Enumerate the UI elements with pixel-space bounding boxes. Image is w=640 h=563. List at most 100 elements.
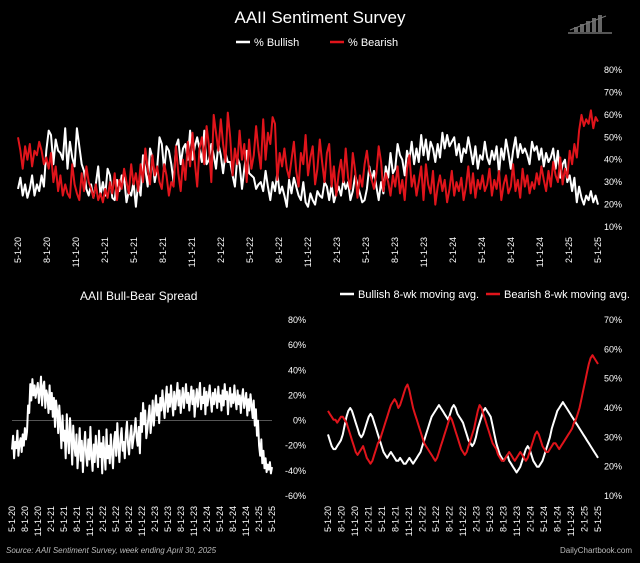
x-tick-label: 5-1-20 (323, 506, 333, 532)
x-tick-label: 5-1-25 (593, 237, 603, 263)
y-tick-label: 10% (604, 491, 622, 501)
x-tick-label: 8-1-22 (124, 506, 134, 532)
y-tick-label: 80% (288, 315, 306, 325)
x-tick-label: 2-1-21 (364, 506, 374, 532)
y-tick-label: 20% (604, 462, 622, 472)
y-tick-label: 30% (604, 177, 622, 187)
y-tick-label: 20% (604, 200, 622, 210)
x-tick-label: 8-1-24 (553, 506, 563, 532)
x-tick-label: 2-1-25 (254, 506, 264, 532)
x-tick-label: 11-1-23 (512, 506, 522, 536)
chart-title: AAII Sentiment Survey (234, 8, 406, 27)
x-tick-label: 8-1-22 (274, 237, 284, 263)
x-tick-label: 8-1-23 (176, 506, 186, 532)
legend-label: % Bullish (254, 37, 299, 49)
x-tick-label: 11-1-21 (85, 506, 95, 536)
x-tick-label: 5-1-22 (431, 506, 441, 532)
y-tick-label: 70% (604, 87, 622, 97)
x-tick-label: 8-1-23 (499, 506, 509, 532)
x-tick-label: 5-1-22 (111, 506, 121, 532)
y-tick-label: 60% (288, 340, 306, 350)
x-tick-label: 2-1-24 (448, 237, 458, 263)
x-tick-label: 5-1-20 (13, 237, 23, 263)
x-tick-label: 8-1-21 (391, 506, 401, 532)
series-line-bullish (17, 127, 599, 208)
x-tick-label: 2-1-25 (564, 237, 574, 263)
x-tick-label: 5-1-23 (163, 506, 173, 532)
y-tick-label: 60% (604, 110, 622, 120)
y-tick-label: -60% (285, 491, 306, 501)
x-tick-label: 11-1-24 (566, 506, 576, 536)
x-tick-label: 2-1-24 (526, 506, 536, 532)
x-tick-label: 11-1-20 (33, 506, 43, 536)
x-tick-label: 5-1-24 (477, 237, 487, 263)
x-tick-label: 2-1-21 (46, 506, 56, 532)
x-tick-label: 8-1-20 (337, 506, 347, 532)
x-tick-label: 11-1-22 (303, 237, 313, 267)
y-tick-label: 40% (288, 365, 306, 375)
x-tick-label: 2-1-22 (418, 506, 428, 532)
x-tick-label: 11-1-22 (458, 506, 468, 536)
x-tick-label: 8-1-24 (228, 506, 238, 532)
x-tick-label: 11-1-21 (187, 237, 197, 267)
x-tick-label: 5-1-21 (129, 237, 139, 263)
x-tick-label: 11-1-23 (419, 237, 429, 267)
x-tick-label: 8-1-23 (390, 237, 400, 263)
series-line-bullish (11, 375, 273, 475)
y-tick-label: -40% (285, 466, 306, 476)
x-tick-label: 11-1-24 (241, 506, 251, 536)
y-tick-label: 30% (604, 432, 622, 442)
x-tick-label: 8-1-20 (20, 506, 30, 532)
legend-label: Bullish 8-wk moving avg. (358, 289, 479, 301)
x-tick-label: 8-1-21 (72, 506, 82, 532)
x-tick-label: 2-1-22 (216, 237, 226, 263)
x-tick-label: 5-1-21 (59, 506, 69, 532)
y-tick-label: 50% (604, 132, 622, 142)
y-tick-label: 10% (604, 222, 622, 232)
x-tick-label: 8-1-20 (42, 237, 52, 263)
x-tick-label: 2-1-23 (472, 506, 482, 532)
x-tick-label: 2-1-22 (98, 506, 108, 532)
brand-credit: DailyChartbook.com (559, 546, 632, 555)
x-tick-label: 11-1-22 (137, 506, 147, 536)
y-tick-label: 40% (604, 155, 622, 165)
y-tick-label: -20% (285, 441, 306, 451)
x-tick-label: 5-1-24 (539, 506, 549, 532)
x-tick-label: 2-1-25 (580, 506, 590, 532)
x-tick-label: 2-1-24 (202, 506, 212, 532)
legend-label: Bearish 8-wk moving avg. (504, 289, 630, 301)
x-tick-label: 5-1-20 (7, 506, 17, 532)
legend-label: % Bearish (348, 37, 398, 49)
x-tick-label: 11-1-24 (535, 237, 545, 267)
x-tick-label: 5-1-23 (361, 237, 371, 263)
x-tick-label: 2-1-21 (100, 237, 110, 263)
x-tick-label: 2-1-23 (332, 237, 342, 263)
y-tick-label: 40% (604, 403, 622, 413)
x-tick-label: 8-1-22 (445, 506, 455, 532)
y-tick-label: 60% (604, 344, 622, 354)
source-note: Source: AAII Sentiment Survey, week endi… (6, 546, 217, 555)
x-tick-label: 8-1-24 (506, 237, 516, 263)
subchart-title: AAII Bull-Bear Spread (80, 289, 197, 303)
x-tick-label: 5-1-24 (215, 506, 225, 532)
x-tick-label: 5-1-25 (267, 506, 277, 532)
series-line-bullish (327, 401, 599, 474)
x-tick-label: 11-1-20 (71, 237, 81, 267)
x-tick-label: 5-1-23 (485, 506, 495, 532)
x-tick-label: 11-1-20 (350, 506, 360, 536)
y-tick-label: 80% (604, 65, 622, 75)
x-tick-label: 11-1-23 (189, 506, 199, 536)
x-tick-label: 11-1-21 (404, 506, 414, 536)
series-line-bearish (327, 354, 599, 465)
y-tick-label: 0% (293, 416, 306, 426)
y-tick-label: 70% (604, 315, 622, 325)
x-tick-label: 5-1-25 (593, 506, 603, 532)
y-tick-label: 20% (288, 390, 306, 400)
y-tick-label: 50% (604, 374, 622, 384)
x-tick-label: 8-1-21 (158, 237, 168, 263)
series-line-bearish (17, 109, 599, 206)
x-tick-label: 2-1-23 (150, 506, 160, 532)
